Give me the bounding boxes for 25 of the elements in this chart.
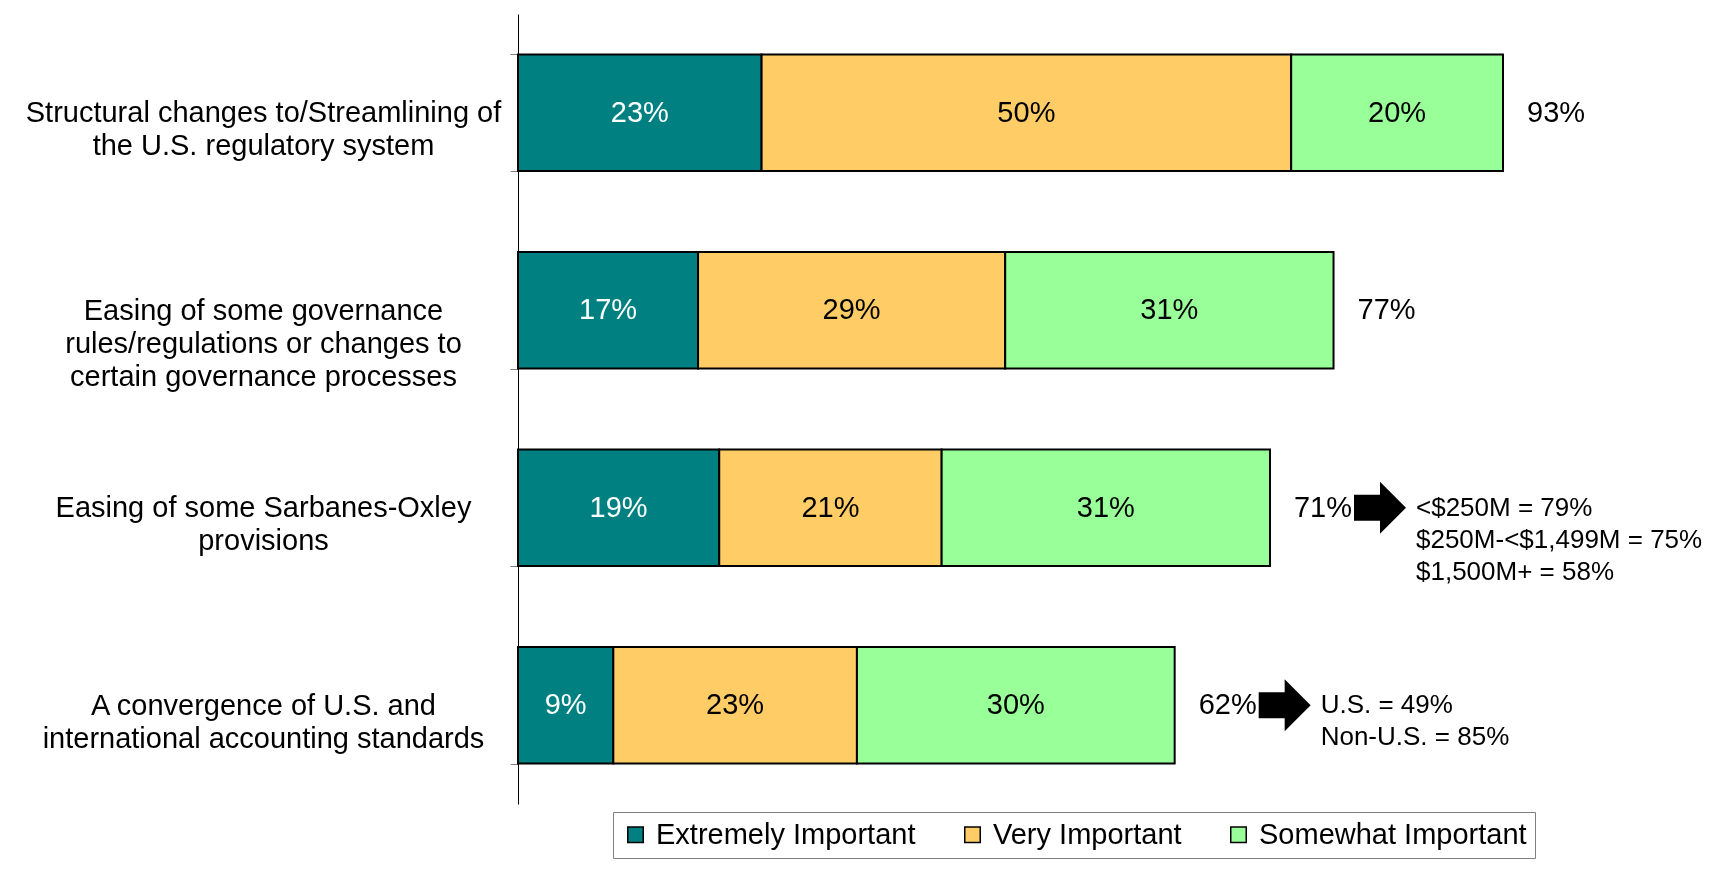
- data-label: 9%: [544, 688, 587, 721]
- data-label: 50%: [997, 95, 1056, 128]
- annotation: <$250M = 79% $250M-<$1,499M = 75% $1,500M+ = 58%: [1415, 491, 1703, 586]
- data-label: 21%: [801, 490, 860, 523]
- legend-label: Extremely Important: [656, 817, 916, 850]
- y-tick-label: A convergence of U.S. and international accounting standards: [42, 688, 485, 754]
- data-label: 19%: [589, 490, 648, 523]
- annotation: U.S. = 49% Non-U.S. = 85%: [1320, 689, 1510, 752]
- data-label: 17%: [579, 293, 638, 326]
- legend-label: Somewhat Important: [1259, 817, 1527, 850]
- y-tick-label: Easing of some Sarbanes-Oxley provisions: [55, 491, 472, 557]
- data-label: 23%: [706, 688, 765, 721]
- data-label: 23%: [610, 95, 669, 128]
- data-label: 29%: [822, 293, 881, 326]
- data-label: 31%: [1140, 293, 1199, 326]
- y-tick-label: Easing of some governance rules/regulations or changes to certain governance processes: [65, 293, 462, 392]
- data-label: 20%: [1368, 95, 1427, 128]
- y-tick-label: Structural changes to/Streamlining of the U.S. regulatory system: [25, 96, 503, 162]
- total-label: 77%: [1357, 293, 1416, 326]
- total-label: 62%: [1198, 688, 1257, 721]
- total-label: 71%: [1293, 490, 1353, 523]
- legend-label: Very Important: [993, 817, 1182, 850]
- total-label: 93%: [1527, 95, 1586, 128]
- data-label: 30%: [986, 688, 1045, 721]
- data-label: 31%: [1076, 490, 1135, 523]
